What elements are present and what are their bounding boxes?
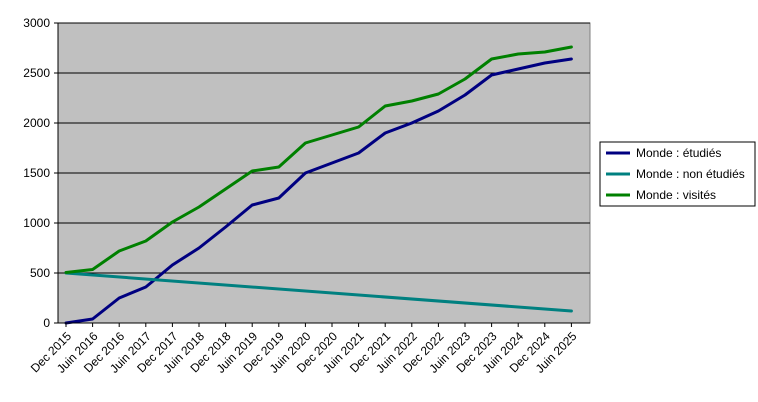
- y-tick-label: 1000: [23, 216, 50, 230]
- y-tick-label: 2500: [23, 66, 50, 80]
- series-line-2: [64, 271, 573, 313]
- y-axis: 0 500 1000 1500 2000 2500 3000: [23, 16, 59, 330]
- legend-label: Monde : non étudiés: [636, 167, 745, 181]
- y-tick-label: 3000: [23, 16, 50, 30]
- gridlines: [58, 22, 590, 274]
- series-lines: [64, 45, 573, 325]
- y-tick-label: 1500: [23, 166, 50, 180]
- legend: Monde : étudiés Monde : non étudiés Monde …: [599, 141, 756, 207]
- y-tick-label: 2000: [23, 116, 50, 130]
- legend-label: Monde : étudiés: [636, 146, 721, 160]
- y-tick-label: 0: [43, 316, 50, 330]
- legend-label: Monde : visités: [636, 188, 716, 202]
- series-line-1: [64, 57, 573, 325]
- y-tick-label: 500: [30, 266, 50, 280]
- series-line-3: [64, 45, 573, 274]
